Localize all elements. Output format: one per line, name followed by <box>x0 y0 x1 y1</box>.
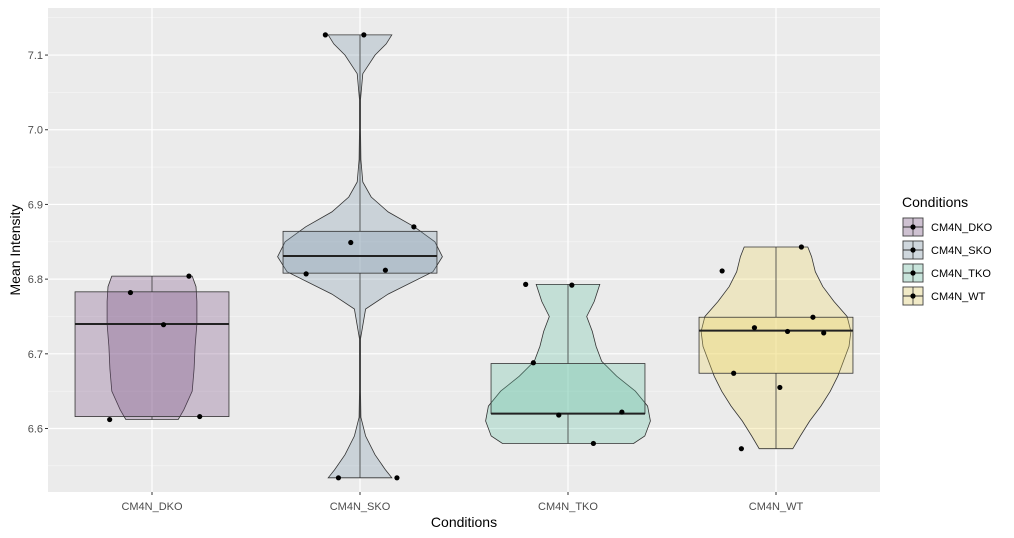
data-point <box>821 330 827 336</box>
data-point <box>394 475 400 481</box>
data-point <box>361 32 367 38</box>
legend-key <box>902 286 924 306</box>
data-point <box>719 268 725 274</box>
data-point <box>590 440 596 447</box>
data-point <box>303 271 309 277</box>
minor-gridlines <box>48 17 880 467</box>
data-point <box>784 328 791 335</box>
y-tick-label: 6.8 <box>28 274 43 286</box>
box <box>698 316 854 374</box>
plot-panel <box>48 8 880 492</box>
y-axis-ticks: 6.6 6.7 6.8 6.9 7.0 7.1 <box>28 50 48 436</box>
box <box>282 230 438 274</box>
box <box>490 363 646 414</box>
x-tick-label: CM4N_TKO <box>538 501 598 513</box>
chart-marks <box>74 32 854 481</box>
data-point <box>569 282 575 288</box>
legend-label: CM4N_SKO <box>931 245 992 257</box>
data-point <box>160 322 167 328</box>
legend-label: CM4N_WT <box>931 291 986 303</box>
x-tick-label: CM4N_WT <box>749 501 804 513</box>
major-gridlines <box>48 8 880 492</box>
violin <box>700 246 852 450</box>
x-axis-title: Conditions <box>431 514 497 530</box>
data-point <box>523 281 529 287</box>
data-point <box>619 409 625 415</box>
y-tick-label: 7.1 <box>28 50 43 62</box>
data-point <box>777 384 783 391</box>
y-tick-label: 7.0 <box>28 125 43 137</box>
box <box>74 291 230 417</box>
legend-key <box>902 217 924 237</box>
legend-key <box>902 240 924 260</box>
x-tick-label: CM4N_SKO <box>330 501 391 513</box>
data-point <box>382 267 388 273</box>
y-tick-label: 6.6 <box>28 424 43 436</box>
data-point <box>738 446 744 452</box>
data-point <box>751 325 758 331</box>
legend-label: CM4N_DKO <box>931 222 993 234</box>
data-point <box>731 370 737 376</box>
group-cm4n-dko <box>74 273 230 423</box>
data-point <box>348 239 354 246</box>
group-cm4n-sko <box>277 32 443 481</box>
data-point <box>127 289 134 296</box>
y-tick-label: 6.7 <box>28 349 43 361</box>
legend-swatch-dot <box>910 247 916 253</box>
legend-swatch-dot <box>910 293 916 299</box>
x-tick-label: CM4N_DKO <box>121 501 183 513</box>
data-point <box>322 32 328 38</box>
x-axis-ticks: CM4N_DKO CM4N_SKO CM4N_TKO CM4N_WT <box>121 492 803 513</box>
data-point <box>197 413 203 420</box>
legend-swatch-dot <box>910 270 916 276</box>
group-cm4n-tko <box>485 281 651 447</box>
legend-swatch-dot <box>910 224 916 230</box>
group-cm4n-wt <box>698 244 854 452</box>
legend-title: Conditions <box>902 194 968 210</box>
data-point <box>107 416 113 423</box>
data-point <box>335 475 342 481</box>
y-tick-label: 6.9 <box>28 199 43 211</box>
data-point <box>556 412 562 418</box>
violin <box>106 275 198 420</box>
data-point <box>186 273 192 279</box>
y-axis-title: Mean Intensity <box>7 204 23 295</box>
data-point <box>798 244 804 250</box>
legend: Conditions CM4N_DKO CM4N_SKO CM4N_TKO CM4N_… <box>902 194 993 306</box>
data-point <box>810 314 816 320</box>
violin <box>485 284 651 444</box>
data-point <box>530 360 536 366</box>
data-point <box>411 224 417 230</box>
legend-key <box>902 263 924 283</box>
legend-label: CM4N_TKO <box>931 268 991 280</box>
